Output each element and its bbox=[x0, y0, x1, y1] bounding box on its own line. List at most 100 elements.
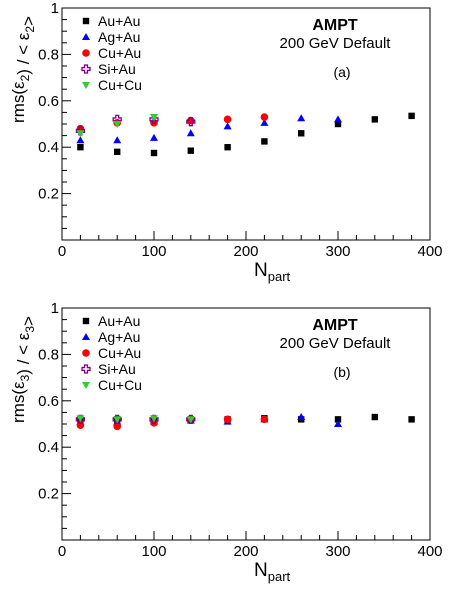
x-tick-label: 200 bbox=[233, 243, 258, 260]
data-point bbox=[113, 416, 122, 424]
legend-label: Au+Au bbox=[98, 13, 140, 29]
data-point bbox=[334, 420, 342, 427]
legend-marker bbox=[82, 33, 90, 40]
y-tick-label: 1 bbox=[51, 0, 59, 17]
x-tick-label: 100 bbox=[141, 243, 166, 260]
legend-label: Ag+Au bbox=[98, 29, 140, 45]
legend-label: Si+Au bbox=[98, 61, 136, 77]
legend-marker bbox=[82, 333, 90, 340]
data-point bbox=[186, 117, 196, 127]
y-tick-label: 0.8 bbox=[38, 46, 59, 63]
data-point bbox=[260, 415, 269, 424]
y-tick-label: 0.4 bbox=[38, 439, 59, 456]
x-tick-label: 400 bbox=[417, 243, 442, 260]
data-point bbox=[150, 415, 158, 423]
annotation-title: AMPT bbox=[312, 317, 358, 334]
data-point bbox=[150, 114, 158, 122]
y-tick-label: 0.6 bbox=[38, 93, 59, 110]
x-axis-label-subscript: part bbox=[268, 569, 291, 584]
y-axis-label-subscript: 2 bbox=[23, 26, 37, 33]
y-axis-label: rms(ε3) / < ε3> bbox=[9, 316, 38, 423]
annotation-title: AMPT bbox=[312, 17, 358, 34]
data-point bbox=[76, 130, 85, 138]
x-axis-label: Npart bbox=[254, 560, 291, 584]
x-tick-label: 400 bbox=[417, 543, 442, 560]
legend-label: Cu+Au bbox=[98, 45, 141, 61]
data-point bbox=[260, 113, 269, 121]
data-point bbox=[298, 130, 305, 137]
y-axis-label-text: > bbox=[19, 316, 38, 326]
legend-label: Au+Au bbox=[98, 313, 140, 329]
panel-tag: (b) bbox=[333, 364, 350, 380]
y-axis-label-text: ) / < ε bbox=[14, 332, 33, 374]
data-point bbox=[187, 147, 194, 154]
data-point bbox=[77, 144, 84, 151]
legend-label: Ag+Au bbox=[98, 329, 140, 345]
y-tick-label: 1 bbox=[51, 300, 59, 317]
legend-marker bbox=[82, 82, 90, 89]
data-point bbox=[408, 112, 415, 120]
data-point bbox=[114, 148, 121, 156]
data-point bbox=[113, 422, 121, 431]
legend-label: Cu+Cu bbox=[98, 377, 142, 393]
y-tick-label: 0.2 bbox=[38, 486, 59, 503]
data-point bbox=[224, 144, 231, 151]
x-tick-label: 300 bbox=[325, 243, 350, 260]
panel-tag: (a) bbox=[333, 64, 350, 80]
legend-marker bbox=[82, 349, 90, 357]
x-tick-label: 0 bbox=[58, 243, 66, 260]
legend-marker bbox=[81, 64, 91, 74]
annotation-subtitle: 200 GeV Default bbox=[280, 35, 392, 52]
data-point bbox=[371, 116, 378, 123]
data-point bbox=[223, 115, 232, 124]
y-axis-label-text: rms(ε bbox=[9, 81, 28, 123]
legend-marker bbox=[82, 49, 90, 57]
x-tick-label: 100 bbox=[141, 543, 166, 560]
data-point bbox=[334, 120, 342, 128]
legend-marker bbox=[81, 364, 91, 374]
legend-label: Si+Au bbox=[98, 361, 136, 377]
x-axis-label: Npart bbox=[254, 260, 291, 284]
y-axis-label-subscript: 2 bbox=[18, 74, 32, 81]
data-point bbox=[76, 415, 85, 423]
y-axis-label: rms(ε2) / < ε2> bbox=[9, 16, 38, 123]
data-point bbox=[76, 421, 85, 429]
y-axis-label-text: > bbox=[19, 16, 38, 26]
legend-marker bbox=[82, 17, 90, 25]
y-tick-label: 0.4 bbox=[38, 139, 59, 156]
y-axis-label-subscript: 3 bbox=[23, 326, 37, 333]
x-tick-label: 300 bbox=[325, 543, 350, 560]
data-point bbox=[113, 121, 122, 128]
data-point bbox=[113, 136, 122, 144]
data-point bbox=[371, 413, 378, 421]
data-point bbox=[334, 115, 342, 123]
y-tick-label: 0.8 bbox=[38, 346, 59, 363]
legend-marker bbox=[82, 317, 90, 325]
data-point bbox=[408, 416, 415, 423]
data-point bbox=[334, 416, 342, 423]
y-axis-label-text: rms(ε bbox=[9, 381, 28, 423]
y-tick-label: 0.2 bbox=[38, 186, 59, 203]
legend-label: Cu+Au bbox=[98, 345, 141, 361]
data-point bbox=[297, 413, 306, 421]
x-tick-label: 200 bbox=[233, 543, 258, 560]
data-point bbox=[150, 149, 158, 157]
annotation-subtitle: 200 GeV Default bbox=[280, 335, 392, 352]
data-point bbox=[261, 138, 268, 145]
data-point bbox=[297, 114, 306, 122]
y-tick-label: 0.6 bbox=[38, 393, 59, 410]
legend-label: Cu+Cu bbox=[98, 77, 142, 93]
legend-marker bbox=[82, 382, 90, 389]
data-point bbox=[76, 136, 85, 144]
data-point bbox=[223, 415, 232, 424]
data-point bbox=[260, 118, 269, 126]
data-point bbox=[223, 122, 232, 130]
y-axis-label-subscript: 3 bbox=[18, 374, 32, 381]
x-axis-label-text: N bbox=[254, 260, 268, 281]
x-tick-label: 0 bbox=[58, 543, 66, 560]
data-point bbox=[186, 129, 195, 137]
y-axis-label-text: ) / < ε bbox=[14, 32, 33, 74]
